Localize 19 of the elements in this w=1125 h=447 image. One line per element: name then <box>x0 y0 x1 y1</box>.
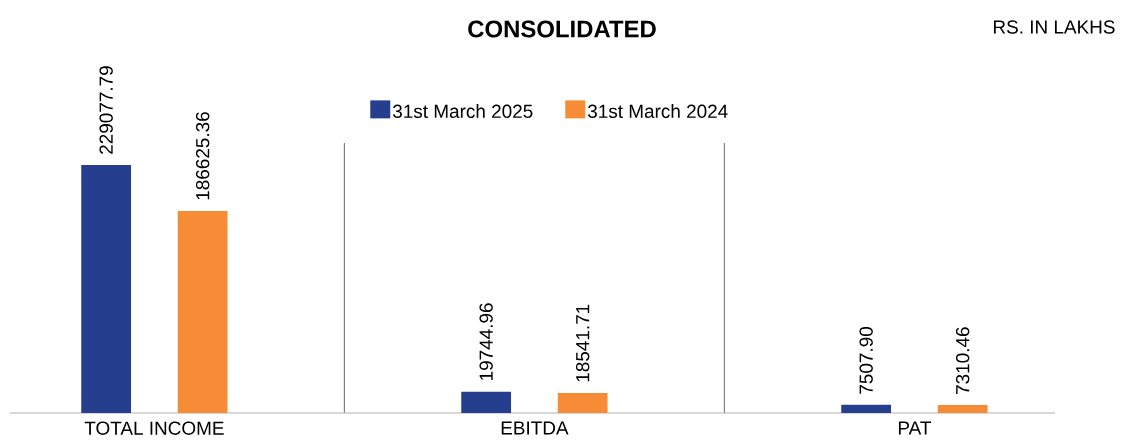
bar <box>461 391 512 413</box>
chart-title: CONSOLIDATED <box>468 20 656 38</box>
text: RS. IN LAKHS <box>993 20 1115 34</box>
data-label: 186625.36 <box>195 112 210 200</box>
data-label: 7310.46 <box>955 327 970 394</box>
bar <box>557 392 608 413</box>
legend-label: 31st March 2025 <box>392 104 533 118</box>
x-tick-label: EBITDA <box>501 421 569 435</box>
data-label: 19744.96 <box>479 303 493 380</box>
x-tick-label: TOTAL INCOME <box>84 421 224 435</box>
bar <box>177 210 228 413</box>
bar <box>81 165 132 413</box>
x-tick-label: PAT <box>898 421 931 435</box>
bar <box>937 405 988 413</box>
data-label: 229077.79 <box>99 66 113 154</box>
bar <box>841 404 892 413</box>
data-label: 7507.90 <box>859 327 873 394</box>
legend-label: 31st March 2024 <box>587 104 728 118</box>
data-label: 18541.71 <box>575 304 590 382</box>
